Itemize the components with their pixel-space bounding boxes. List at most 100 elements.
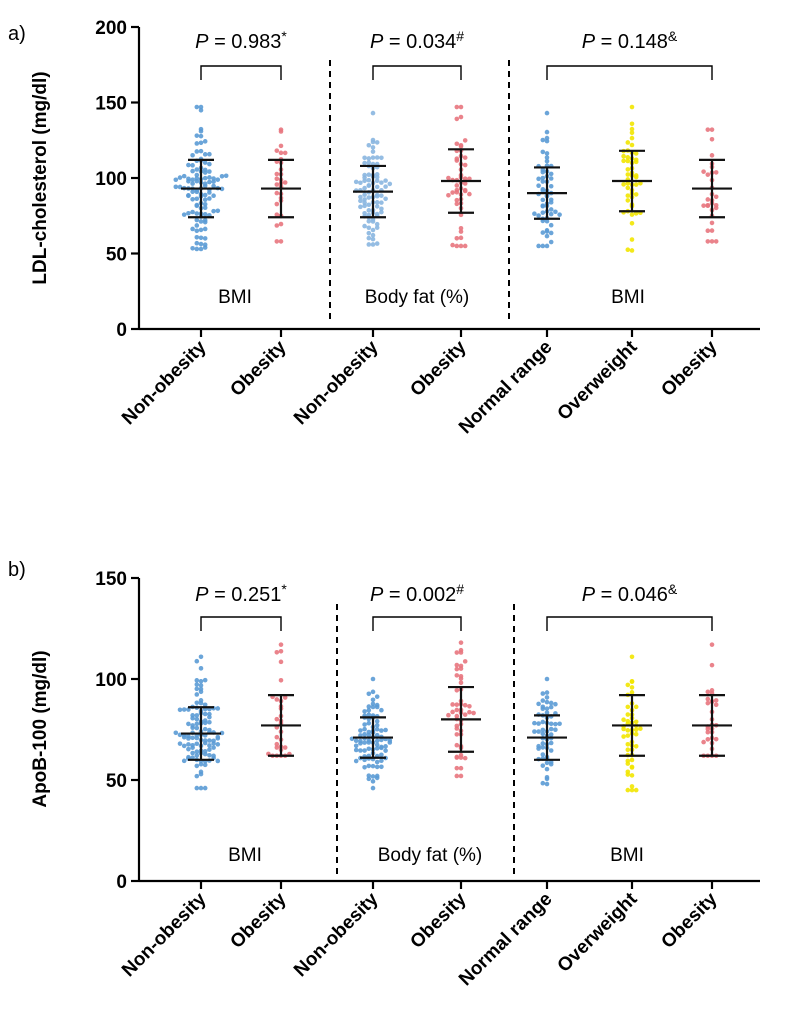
data-point bbox=[458, 676, 464, 681]
data-point bbox=[194, 141, 200, 146]
data-point bbox=[462, 243, 468, 249]
data-point bbox=[629, 121, 635, 127]
data-point bbox=[379, 764, 384, 770]
data-point bbox=[207, 727, 212, 733]
y-tick-label: 100 bbox=[95, 670, 127, 691]
data-point bbox=[633, 731, 639, 737]
data-point bbox=[629, 221, 635, 226]
data-point bbox=[194, 700, 200, 706]
group-label: BMI bbox=[218, 287, 252, 308]
data-point bbox=[374, 694, 380, 699]
p-superscript: & bbox=[668, 28, 678, 44]
data-point bbox=[362, 175, 367, 180]
data-point bbox=[358, 194, 363, 200]
y-tick-label: 150 bbox=[95, 569, 127, 590]
data-point bbox=[454, 183, 460, 188]
data-point bbox=[540, 230, 546, 235]
data-point bbox=[374, 702, 380, 708]
data-point bbox=[198, 227, 204, 233]
category-label: Overweight bbox=[554, 888, 642, 976]
data-point bbox=[450, 709, 455, 715]
data-point bbox=[458, 235, 464, 241]
data-point bbox=[540, 731, 546, 737]
data-point bbox=[198, 771, 204, 777]
data-point bbox=[370, 227, 376, 233]
data-point bbox=[544, 155, 550, 160]
data-point bbox=[173, 730, 179, 736]
data-point bbox=[548, 222, 554, 228]
data-point bbox=[458, 765, 464, 771]
p-value: = 0.034 bbox=[383, 31, 456, 53]
data-point bbox=[557, 721, 562, 727]
data-point bbox=[207, 196, 212, 201]
panel-a-ldl-cholesterol: a) LDL-cholesterol (mg/dl) 0 50 100 150 200 Non… bbox=[8, 18, 760, 438]
data-point bbox=[625, 155, 631, 160]
data-point bbox=[202, 217, 208, 223]
data-point bbox=[536, 243, 541, 249]
data-point bbox=[198, 148, 204, 154]
data-point bbox=[625, 787, 631, 793]
data-point bbox=[366, 208, 372, 213]
data-point bbox=[374, 732, 380, 738]
data-point bbox=[540, 745, 546, 750]
data-point bbox=[701, 739, 706, 745]
data-point bbox=[186, 742, 191, 747]
data-point bbox=[621, 182, 626, 187]
series-6 bbox=[692, 642, 732, 759]
data-point bbox=[629, 757, 635, 763]
data-point bbox=[370, 704, 376, 710]
series-6 bbox=[692, 127, 732, 244]
y-tick-label: 200 bbox=[95, 18, 127, 39]
data-point bbox=[194, 785, 200, 791]
data-point bbox=[374, 204, 380, 209]
data-point bbox=[362, 178, 367, 184]
data-point bbox=[553, 727, 558, 733]
data-point bbox=[202, 749, 208, 754]
data-point bbox=[553, 209, 558, 215]
data-point bbox=[362, 764, 367, 770]
data-point bbox=[705, 737, 711, 742]
data-point bbox=[207, 175, 212, 180]
data-point bbox=[629, 654, 635, 660]
data-point bbox=[370, 232, 376, 238]
data-point bbox=[370, 676, 376, 682]
data-point bbox=[540, 203, 546, 208]
data-point bbox=[625, 712, 631, 717]
data-point bbox=[548, 211, 554, 217]
data-point bbox=[190, 152, 195, 158]
data-point bbox=[202, 192, 208, 198]
data-point bbox=[198, 654, 204, 660]
data-point bbox=[194, 686, 200, 692]
data-point bbox=[629, 787, 635, 793]
data-point bbox=[207, 190, 212, 195]
data-point bbox=[211, 753, 216, 759]
data-point bbox=[362, 740, 367, 745]
data-point bbox=[638, 726, 643, 731]
data-point bbox=[713, 239, 719, 244]
p-value: = 0.002 bbox=[383, 584, 456, 606]
data-point bbox=[454, 197, 460, 203]
data-point bbox=[202, 726, 208, 732]
data-point bbox=[194, 246, 200, 252]
data-point bbox=[190, 750, 195, 756]
data-point bbox=[370, 785, 376, 791]
data-point bbox=[544, 760, 550, 766]
data-point bbox=[181, 758, 187, 764]
data-point bbox=[194, 240, 200, 246]
data-point bbox=[207, 752, 212, 758]
data-point bbox=[358, 180, 363, 186]
data-point bbox=[374, 746, 380, 751]
data-point bbox=[540, 691, 546, 696]
data-point bbox=[215, 736, 221, 741]
data-point bbox=[379, 209, 384, 215]
data-point bbox=[194, 713, 200, 718]
data-point bbox=[278, 239, 284, 244]
data-point bbox=[274, 201, 280, 207]
data-point bbox=[374, 775, 380, 781]
data-point bbox=[194, 678, 200, 683]
data-point bbox=[274, 734, 280, 740]
p-superscript: # bbox=[456, 581, 464, 597]
data-point bbox=[198, 133, 204, 139]
data-point bbox=[544, 243, 550, 249]
